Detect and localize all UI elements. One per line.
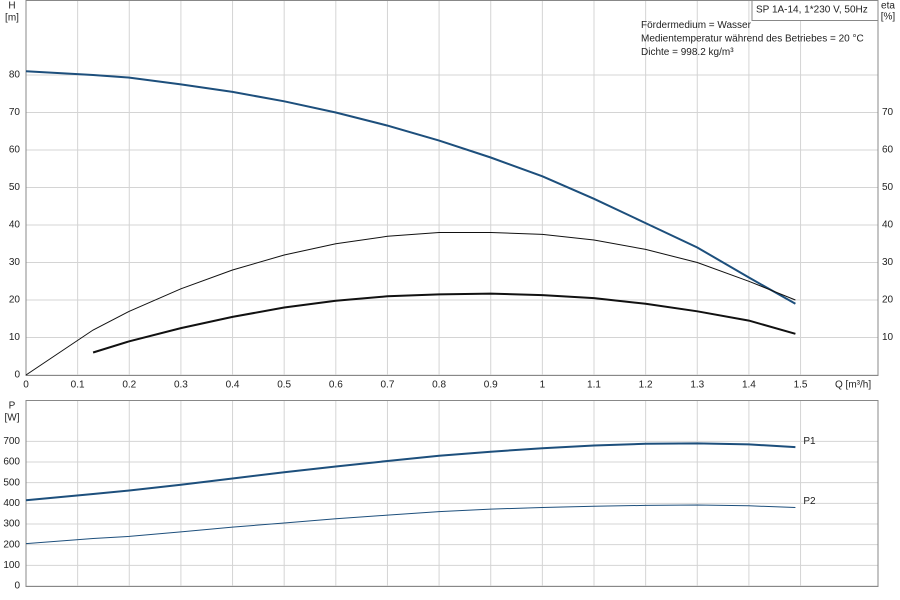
x-tick-label: 1 — [540, 380, 546, 391]
x-tick-label: 0.9 — [484, 380, 498, 391]
x-tick-label: 0.7 — [381, 380, 395, 391]
y2-tick-label: 30 — [882, 257, 894, 268]
y-tick-label: 80 — [9, 70, 21, 81]
y-tick-label: 100 — [3, 560, 20, 571]
y-tick-label: 300 — [3, 519, 20, 530]
y-tick-label: 0 — [14, 581, 20, 592]
x-tick-label: 0.5 — [277, 380, 291, 391]
x-tick-label: 0.1 — [71, 380, 85, 391]
curve — [25, 70, 796, 305]
y2-axis-label: eta — [881, 1, 895, 12]
x-tick-label: 1.1 — [587, 380, 601, 391]
info-line: Medientemperatur während des Betriebes =… — [641, 34, 864, 45]
curve — [25, 504, 796, 545]
y2-tick-label: 70 — [882, 107, 894, 118]
curve — [25, 442, 796, 502]
y-axis-unit: [m] — [5, 13, 19, 24]
y2-axis-unit: [%] — [881, 12, 896, 23]
y-tick-label: 10 — [9, 332, 21, 343]
y-tick-label: 500 — [3, 477, 20, 488]
x-tick-label: 0.8 — [432, 380, 446, 391]
y2-tick-label: 10 — [882, 332, 894, 343]
x-tick-label: 0.4 — [226, 380, 240, 391]
y-axis-label: P — [9, 401, 16, 412]
x-tick-label: 1.5 — [794, 380, 808, 391]
x-tick-label: 1.3 — [690, 380, 704, 391]
x-tick-label: 0.6 — [329, 380, 343, 391]
y-tick-label: 600 — [3, 457, 20, 468]
y-axis-label: H — [8, 1, 15, 12]
y2-tick-label: 60 — [882, 145, 894, 156]
x-axis-label: Q [m³/h] — [835, 380, 871, 391]
y2-tick-label: 40 — [882, 220, 894, 231]
y-tick-label: 60 — [9, 145, 21, 156]
y-axis-unit: [W] — [5, 413, 20, 424]
x-tick-label: 1.4 — [742, 380, 756, 391]
x-tick-label: 0 — [23, 380, 29, 391]
y-tick-label: 40 — [9, 220, 21, 231]
info-title: SP 1A-14, 1*230 V, 50Hz — [756, 5, 868, 16]
y2-tick-label: 20 — [882, 295, 894, 306]
y-tick-label: 0 — [14, 370, 20, 381]
y2-tick-label: 50 — [882, 182, 894, 193]
x-tick-label: 0.2 — [122, 380, 136, 391]
y-tick-label: 70 — [9, 107, 21, 118]
y-tick-label: 50 — [9, 182, 21, 193]
plot-frame — [25, 0, 879, 376]
curve — [25, 232, 796, 376]
curve — [92, 292, 796, 354]
info-box — [751, 0, 879, 21]
x-tick-label: 0.3 — [174, 380, 188, 391]
y-tick-label: 30 — [9, 257, 21, 268]
x-tick-label: 1.2 — [639, 380, 653, 391]
y-tick-label: 200 — [3, 539, 20, 550]
plot-frame — [25, 400, 879, 587]
curve-label: P2 — [803, 496, 816, 507]
y-tick-label: 20 — [9, 295, 21, 306]
y-tick-label: 700 — [3, 436, 20, 447]
info-line: Fördermedium = Wasser — [641, 20, 752, 31]
curve-label: P1 — [803, 436, 816, 447]
y-tick-label: 400 — [3, 498, 20, 509]
info-line: Dichte = 998.2 kg/m³ — [641, 47, 734, 58]
